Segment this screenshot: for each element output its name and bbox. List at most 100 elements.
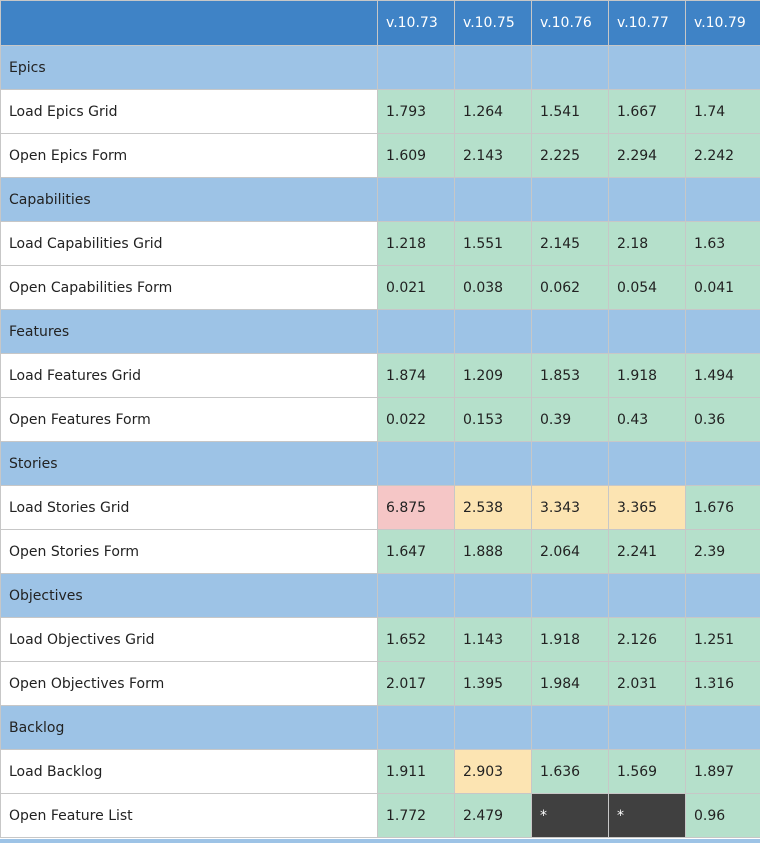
timing-value-cell: 1.888: [454, 529, 532, 574]
metric-label: Load Epics Grid: [0, 89, 378, 134]
timing-value-cell: 2.479: [454, 793, 532, 838]
timing-value-cell: 0.062: [531, 265, 609, 310]
version-header: v.10.75: [454, 0, 532, 46]
section-title: Backlog: [0, 705, 378, 750]
table-row: Open Features Form 0.022 0.153 0.39 0.43 0.36: [0, 397, 760, 442]
timing-value-cell: 1.772: [377, 793, 455, 838]
metric-label: Load Stories Grid: [0, 485, 378, 530]
timing-value-cell: 1.143: [454, 617, 532, 662]
timing-value-cell: 0.39: [531, 397, 609, 442]
table-row: Load Backlog 1.911 2.903 1.636 1.569 1.897: [0, 749, 760, 794]
timing-value-cell: 1.63: [685, 221, 760, 266]
section-empty-cell: [685, 441, 760, 486]
timing-value-cell: 1.667: [608, 89, 686, 134]
timing-value-cell: 0.041: [685, 265, 760, 310]
timing-value-cell: 1.874: [377, 353, 455, 398]
timing-value-cell: 1.264: [454, 89, 532, 134]
section-empty-cell: [531, 441, 609, 486]
section-row: Backlog: [0, 705, 760, 750]
table-row: Open Capabilities Form 0.021 0.038 0.062 0.0…: [0, 265, 760, 310]
metric-label: Open Stories Form: [0, 529, 378, 574]
section-empty-cell: [685, 309, 760, 354]
section-empty-cell: [685, 45, 760, 90]
header-corner-cell: [0, 0, 378, 46]
timing-value-cell: 1.551: [454, 221, 532, 266]
timing-value-cell: 1.569: [608, 749, 686, 794]
timing-value-cell: 1.209: [454, 353, 532, 398]
section-empty-cell: [531, 705, 609, 750]
timing-value-cell: 3.343: [531, 485, 609, 530]
metric-label: Load Objectives Grid: [0, 617, 378, 662]
timing-value-cell: 1.636: [531, 749, 609, 794]
timing-value-cell: 1.897: [685, 749, 760, 794]
version-header: v.10.79: [685, 0, 760, 46]
timing-value-cell: 2.242: [685, 133, 760, 178]
section-title: Stories: [0, 441, 378, 486]
section-empty-cell: [608, 573, 686, 618]
section-row: Epics: [0, 45, 760, 90]
section-empty-cell: [454, 705, 532, 750]
section-empty-cell: [454, 573, 532, 618]
timing-value-cell: *: [608, 793, 686, 838]
section-row: Stories: [0, 441, 760, 486]
section-empty-cell: [685, 573, 760, 618]
table-row: Load Stories Grid 6.875 2.538 3.343 3.365 1.6…: [0, 485, 760, 530]
timing-value-cell: 2.18: [608, 221, 686, 266]
timing-value-cell: 3.365: [608, 485, 686, 530]
timing-value-cell: 1.494: [685, 353, 760, 398]
timing-value-cell: 1.676: [685, 485, 760, 530]
timing-value-cell: 2.126: [608, 617, 686, 662]
section-empty-cell: [685, 705, 760, 750]
table-row: Load Features Grid 1.874 1.209 1.853 1.918 1.…: [0, 353, 760, 398]
section-empty-cell: [454, 177, 532, 222]
table-row: Load Capabilities Grid 1.218 1.551 2.145 2.1…: [0, 221, 760, 266]
section-empty-cell: [531, 177, 609, 222]
metric-label: Open Capabilities Form: [0, 265, 378, 310]
timing-value-cell: 1.911: [377, 749, 455, 794]
section-empty-cell: [608, 45, 686, 90]
section-title: Objectives: [0, 573, 378, 618]
timing-value-cell: 2.225: [531, 133, 609, 178]
section-row: Capabilities: [0, 177, 760, 222]
timing-value-cell: 1.541: [531, 89, 609, 134]
timing-value-cell: 0.022: [377, 397, 455, 442]
section-empty-cell: [454, 309, 532, 354]
timing-value-cell: 2.294: [608, 133, 686, 178]
timing-value-cell: 2.241: [608, 529, 686, 574]
timing-value-cell: 1.984: [531, 661, 609, 706]
timing-value-cell: 0.021: [377, 265, 455, 310]
timing-value-cell: 2.39: [685, 529, 760, 574]
timing-value-cell: 2.538: [454, 485, 532, 530]
timing-value-cell: 0.038: [454, 265, 532, 310]
timing-value-cell: 1.395: [454, 661, 532, 706]
section-empty-cell: [377, 177, 455, 222]
timing-value-cell: 1.74: [685, 89, 760, 134]
timing-value-cell: 2.064: [531, 529, 609, 574]
header-row: v.10.73 v.10.75 v.10.76 v.10.77 v.10.79: [0, 0, 760, 46]
metric-label: Open Features Form: [0, 397, 378, 442]
timing-value-cell: 0.153: [454, 397, 532, 442]
table-body: Epics Load Epics Grid 1.793 1.264 1.541 1.667…: [0, 45, 760, 838]
table-row: Load Objectives Grid 1.652 1.143 1.918 2.126…: [0, 617, 760, 662]
timing-value-cell: 1.793: [377, 89, 455, 134]
metric-label: Load Backlog: [0, 749, 378, 794]
table-row: Load Epics Grid 1.793 1.264 1.541 1.667 1.74: [0, 89, 760, 134]
timing-value-cell: 1.218: [377, 221, 455, 266]
section-empty-cell: [685, 177, 760, 222]
version-header: v.10.73: [377, 0, 455, 46]
section-empty-cell: [608, 309, 686, 354]
metric-label: Open Epics Form: [0, 133, 378, 178]
section-empty-cell: [377, 309, 455, 354]
table-row: Open Objectives Form 2.017 1.395 1.984 2.031…: [0, 661, 760, 706]
section-empty-cell: [454, 441, 532, 486]
section-empty-cell: [377, 45, 455, 90]
timing-value-cell: 0.36: [685, 397, 760, 442]
timing-value-cell: 1.918: [531, 617, 609, 662]
section-empty-cell: [608, 177, 686, 222]
timing-value-cell: 0.054: [608, 265, 686, 310]
timing-value-cell: 2.145: [531, 221, 609, 266]
section-row: Objectives: [0, 573, 760, 618]
timing-value-cell: *: [531, 793, 609, 838]
timing-value-cell: 1.647: [377, 529, 455, 574]
